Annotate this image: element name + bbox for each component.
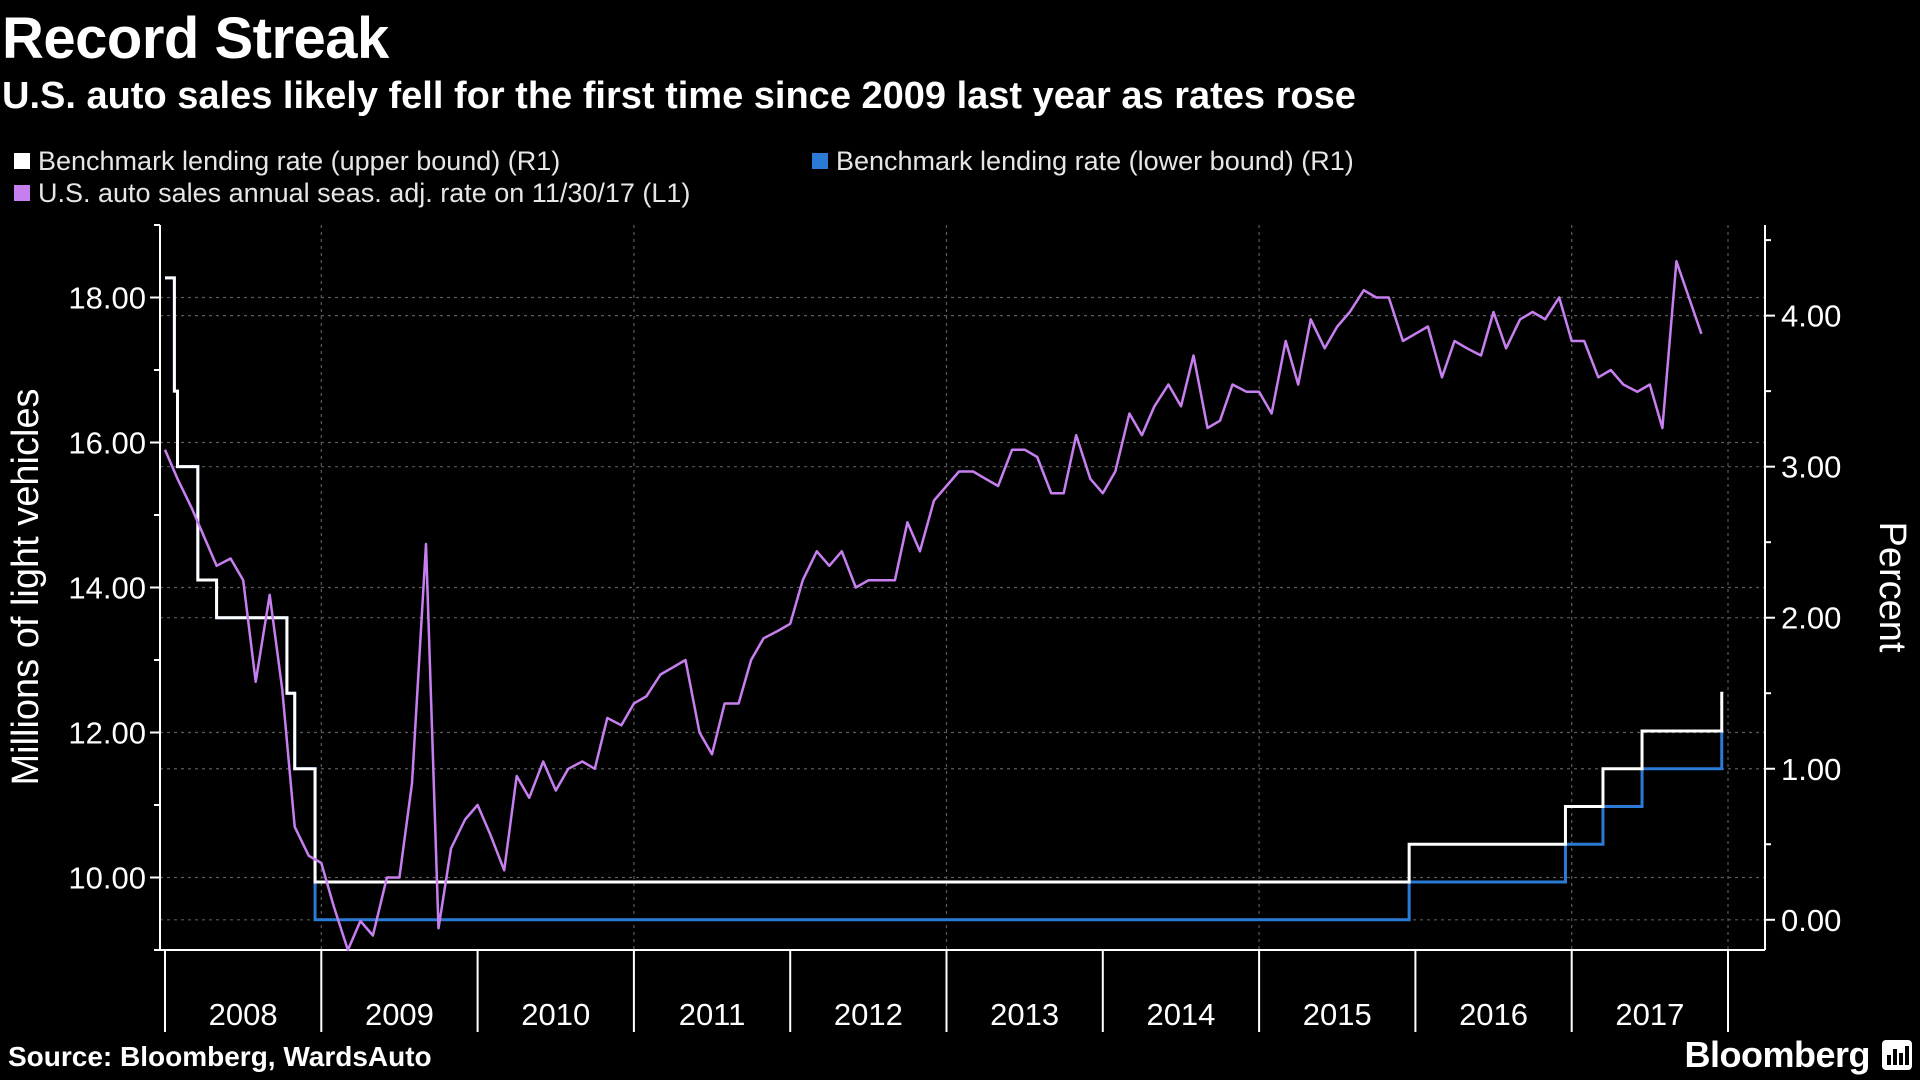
x-tick-label-2008: 2008: [209, 997, 278, 1032]
brand-logo-text: Bloomberg: [1684, 1034, 1870, 1075]
left-tick-label-1: 12.00: [68, 716, 146, 751]
left-tick-label-3: 16.00: [68, 426, 146, 461]
chart-title: Record Streak: [2, 6, 389, 71]
x-tick-label-2012: 2012: [834, 997, 903, 1032]
legend-item-upper-bound: Benchmark lending rate (upper bound) (R1…: [14, 145, 560, 177]
legend-swatch-white: [14, 153, 30, 169]
right-tick-label-2: 2.00: [1781, 601, 1841, 636]
legend-label-lower-bound: Benchmark lending rate (lower bound) (R1…: [836, 146, 1354, 176]
x-tick-label-2011: 2011: [679, 997, 746, 1032]
bloomberg-chart-icon: [1882, 1040, 1912, 1070]
legend-item-lower-bound: Benchmark lending rate (lower bound) (R1…: [812, 145, 1354, 177]
chart-subtitle: U.S. auto sales likely fell for the firs…: [2, 75, 1356, 117]
series-line-lower-bound: [165, 276, 1724, 922]
x-tick-label-2015: 2015: [1303, 997, 1372, 1032]
grid-lines: [160, 225, 1765, 950]
x-tick-label-2016: 2016: [1459, 997, 1528, 1032]
series: [163, 260, 1724, 952]
legend-item-auto-sales: U.S. auto sales annual seas. adj. rate o…: [14, 177, 690, 209]
source-note: Source: Bloomberg, WardsAuto: [8, 1041, 432, 1072]
x-tick-label-2014: 2014: [1146, 997, 1215, 1032]
left-axis-title: Millions of light vehicles: [5, 388, 47, 785]
x-tick-label-2010: 2010: [521, 997, 590, 1032]
right-tick-label-0: 0.00: [1781, 903, 1841, 938]
legend-swatch-blue: [812, 153, 828, 169]
right-tick-label-3: 3.00: [1781, 450, 1841, 485]
x-tick-label-2017: 2017: [1615, 997, 1684, 1032]
x-tick-label-2013: 2013: [990, 997, 1059, 1032]
legend-swatch-purple: [14, 185, 30, 201]
series-line-upper-bound: [165, 276, 1724, 884]
right-tick-label-4: 4.00: [1781, 299, 1841, 334]
x-tick-label-2009: 2009: [365, 997, 434, 1032]
series-line-auto-sales: [163, 260, 1703, 952]
right-tick-label-1: 1.00: [1781, 752, 1841, 787]
legend-label-upper-bound: Benchmark lending rate (upper bound) (R1…: [38, 146, 561, 176]
right-axis-title: Percent: [1871, 522, 1913, 653]
legend-label-auto-sales: U.S. auto sales annual seas. adj. rate o…: [38, 178, 691, 208]
tick-marks: 10.00 12.00 14.00 16.00 18.00 0.00 1.00 2.00 3.0…: [68, 224, 1841, 1032]
left-tick-label-2: 14.00: [68, 571, 146, 606]
left-tick-label-0: 10.00: [68, 861, 146, 896]
left-tick-label-4: 18.00: [68, 281, 146, 316]
chart-plot: 10.00 12.00 14.00 16.00 18.00 0.00 1.00 2.00 3.0…: [5, 224, 1913, 1032]
